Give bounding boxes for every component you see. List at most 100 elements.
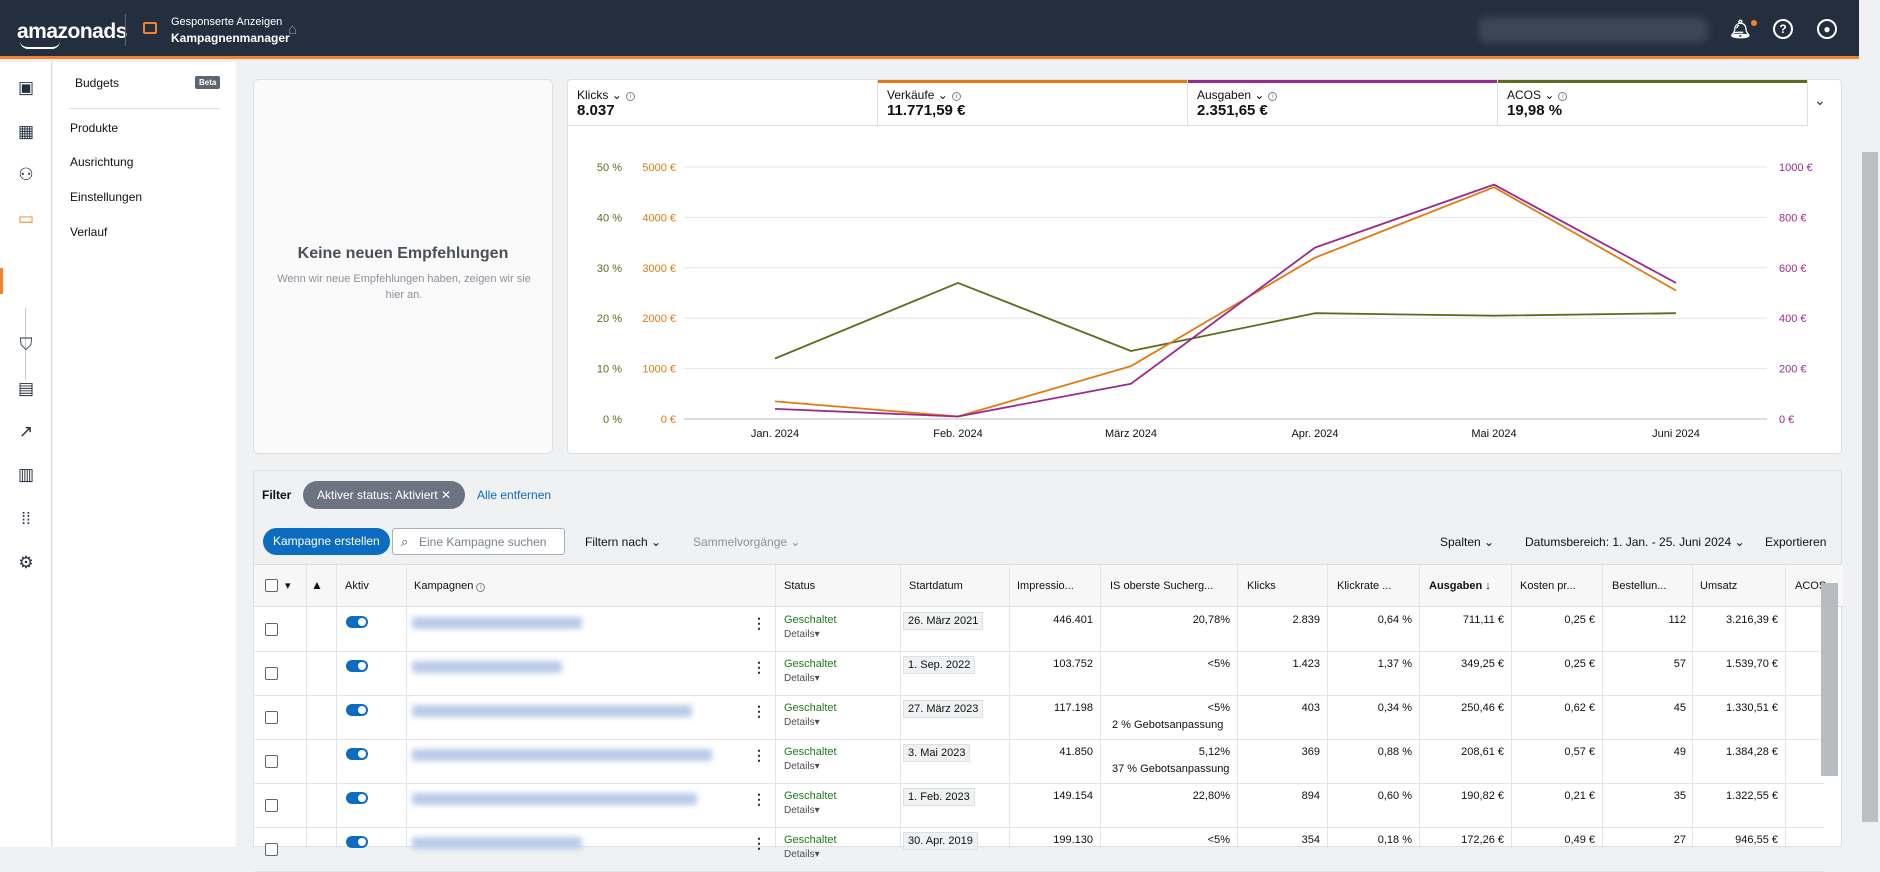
active-toggle[interactable] [346,704,368,716]
subnav-item-einstellungen[interactable]: Einstellungen [70,190,143,204]
creative-icon[interactable]: ▤ [17,379,35,398]
row-menu-kebab-icon[interactable]: ⋮ [752,703,766,719]
subnav-item-ausrichtung[interactable]: Ausrichtung [70,155,134,169]
page-scrollbar[interactable] [1859,0,1880,847]
active-toggle[interactable] [346,836,368,848]
chevron-down-icon[interactable]: ⌄ [1254,88,1265,102]
row-checkbox[interactable] [265,843,278,856]
active-toggle[interactable] [346,660,368,672]
header-sales[interactable]: Umsatz [1700,580,1738,592]
subnav-item-verlauf[interactable]: Verlauf [70,225,108,239]
header-active[interactable]: Aktiv [345,580,369,592]
filter-by-dropdown[interactable]: Filtern nach ⌄ [585,535,661,549]
columns-dropdown[interactable]: Spalten ⌄ [1440,535,1494,549]
table-scrollbar[interactable] [1821,583,1838,776]
active-toggle[interactable] [346,616,368,628]
info-icon[interactable]: i [1558,92,1568,101]
info-icon[interactable]: i [951,92,961,101]
info-icon[interactable]: i [625,92,635,101]
header-spend[interactable]: Ausgaben ↓ [1429,580,1491,592]
expand-metrics-chevron-icon[interactable]: ⌄ [1814,92,1826,108]
header-is-top-search[interactable]: IS oberste Sucherg... [1110,580,1214,592]
help-icon[interactable]: ? [1773,19,1793,39]
row-menu-kebab-icon[interactable]: ⋮ [752,747,766,763]
dashboard-icon[interactable]: ▦ [17,122,35,141]
header-impressions[interactable]: Impressio... [1017,580,1074,592]
table-row[interactable]: ⋮ Geschaltet Details▾ 1. Feb. 2023 149.154 22… [254,784,1824,828]
metric-verkaeufe[interactable]: Verkäufe ⌄ i 11.771,59 € [878,80,1188,126]
campaign-name-link[interactable] [412,617,582,629]
sort-desc-arrow-icon[interactable]: ↓ [1485,580,1491,592]
close-icon[interactable]: ✕ [441,488,452,502]
row-checkbox[interactable] [265,667,278,680]
apps-grid-icon[interactable]: ⁞⁞ [21,509,31,528]
table-row[interactable]: ⋮ Geschaltet Details▾ 1. Sep. 2022 103.752 <5… [254,652,1824,696]
chevron-down-icon[interactable]: ▾ [285,580,291,592]
breadcrumb-product[interactable]: Gesponserte Anzeigen [171,16,283,28]
header-ctr[interactable]: Klickrate ... [1337,580,1392,592]
status-details-dropdown[interactable]: Details▾ [784,717,820,728]
row-checkbox[interactable] [265,799,278,812]
campaign-name-link[interactable] [412,705,692,717]
subnav-item-produkte[interactable]: Produkte [70,121,119,135]
date-range-dropdown[interactable]: Datumsbereich: 1. Jan. - 25. Juni 2024 ⌄ [1525,535,1745,549]
amazon-ads-logo[interactable]: amazonads [17,20,127,43]
header-status[interactable]: Status [784,580,816,592]
status-details-dropdown[interactable]: Details▾ [784,761,820,772]
header-orders[interactable]: Bestellun... [1612,580,1667,592]
info-icon[interactable]: i [476,583,486,592]
row-menu-kebab-icon[interactable]: ⋮ [752,615,766,631]
filter-chip-active-status[interactable]: Aktiver status: Aktiviert ✕ [303,481,466,509]
select-all-checkbox[interactable] [265,579,278,592]
header-campaigns[interactable]: Kampagnen i [414,580,486,592]
campaign-search[interactable]: ⌕ [392,528,565,555]
shield-icon[interactable]: ⛉ [19,335,33,354]
campaign-search-input[interactable] [419,533,559,551]
chevron-down-icon[interactable]: ⌄ [937,88,948,102]
account-selector[interactable] [1478,17,1708,43]
bulk-actions-dropdown[interactable]: Sammelvorgänge ⌄ [693,535,800,549]
row-checkbox[interactable] [265,711,278,724]
chevron-down-icon[interactable]: ⌄ [1544,88,1555,102]
metric-klicks[interactable]: Klicks ⌄ i 8.037 [568,80,878,126]
campaign-manager-icon[interactable]: ▭ [17,209,35,228]
table-row[interactable]: ⋮ Geschaltet Details▾ 3. Mai 2023 41.850 5,12… [254,740,1824,784]
clear-all-filters-link[interactable]: Alle entfernen [477,488,552,502]
campaign-name-link[interactable] [412,793,697,805]
page-scrollbar-thumb[interactable] [1862,152,1878,822]
bell-icon[interactable]: 🔔︎ [1729,19,1752,39]
audience-icon[interactable]: ⚇ [18,165,34,184]
table-row[interactable]: ⋮ Geschaltet Details▾ 26. März 2021 446.401 2… [254,608,1824,652]
header-start-date[interactable]: Startdatum [909,580,963,592]
status-details-dropdown[interactable]: Details▾ [784,805,820,816]
row-checkbox[interactable] [265,623,278,636]
info-icon[interactable]: i [1268,92,1278,101]
metric-acos[interactable]: ACOS ⌄ i 19,98 % [1498,80,1808,126]
header-cpc[interactable]: Kosten pr... [1520,580,1576,592]
table-row[interactable]: ⋮ Geschaltet Details▾ 30. Apr. 2019 199.130 <… [254,828,1824,872]
status-details-dropdown[interactable]: Details▾ [784,629,820,640]
chevron-down-icon[interactable]: ⌄ [611,88,622,102]
reports-icon[interactable]: ▥ [17,465,35,484]
header-clicks[interactable]: Klicks [1247,580,1276,592]
active-toggle[interactable] [346,748,368,760]
create-campaign-button[interactable]: Kampagne erstellen [263,528,390,555]
home-icon[interactable]: ⌂ [288,21,298,38]
status-details-dropdown[interactable]: Details▾ [784,673,820,684]
campaign-name-link[interactable] [412,837,582,849]
row-menu-kebab-icon[interactable]: ⋮ [752,659,766,675]
row-menu-kebab-icon[interactable]: ⋮ [752,835,766,851]
settings-gear-icon[interactable]: ⚙ [18,553,34,572]
row-checkbox[interactable] [265,755,278,768]
briefcase-icon[interactable]: ▣ [17,78,35,97]
header-acos[interactable]: ACOS [1795,580,1827,592]
trend-icon[interactable]: ↗ [18,422,34,441]
campaign-name-link[interactable] [412,661,562,673]
status-details-dropdown[interactable]: Details▾ [784,849,820,860]
export-button[interactable]: Exportieren [1765,535,1827,549]
table-row[interactable]: ⋮ Geschaltet Details▾ 27. März 2023 117.198 <… [254,696,1824,740]
metric-ausgaben[interactable]: Ausgaben ⌄ i 2.351,65 € [1188,80,1498,126]
subnav-item-budgets[interactable]: Budgets [75,76,120,90]
campaign-name-link[interactable] [412,749,712,761]
active-toggle[interactable] [346,792,368,804]
